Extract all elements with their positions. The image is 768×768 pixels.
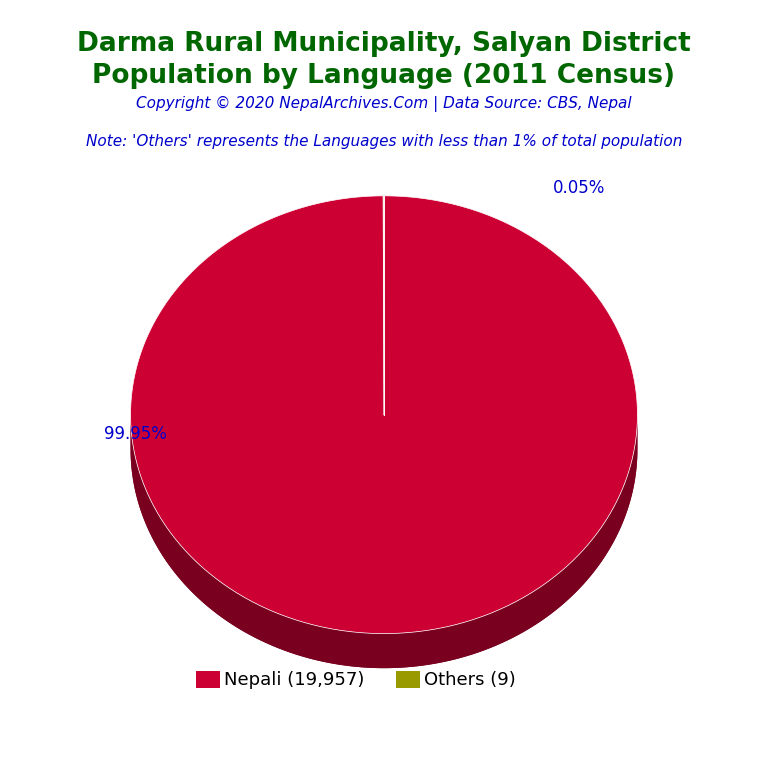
Text: Note: 'Others' represents the Languages with less than 1% of total population: Note: 'Others' represents the Languages …	[86, 134, 682, 150]
Text: Copyright © 2020 NepalArchives.Com | Data Source: CBS, Nepal: Copyright © 2020 NepalArchives.Com | Dat…	[136, 96, 632, 112]
Polygon shape	[131, 196, 637, 634]
Text: Others (9): Others (9)	[424, 670, 515, 689]
Text: 99.95%: 99.95%	[104, 425, 167, 443]
Text: 0.05%: 0.05%	[553, 179, 605, 197]
Bar	[196, 671, 220, 688]
Text: Nepali (19,957): Nepali (19,957)	[224, 670, 365, 689]
Bar	[396, 671, 420, 688]
Polygon shape	[131, 415, 637, 668]
Polygon shape	[131, 415, 637, 668]
Text: Darma Rural Municipality, Salyan District
Population by Language (2011 Census): Darma Rural Municipality, Salyan Distric…	[77, 31, 691, 89]
